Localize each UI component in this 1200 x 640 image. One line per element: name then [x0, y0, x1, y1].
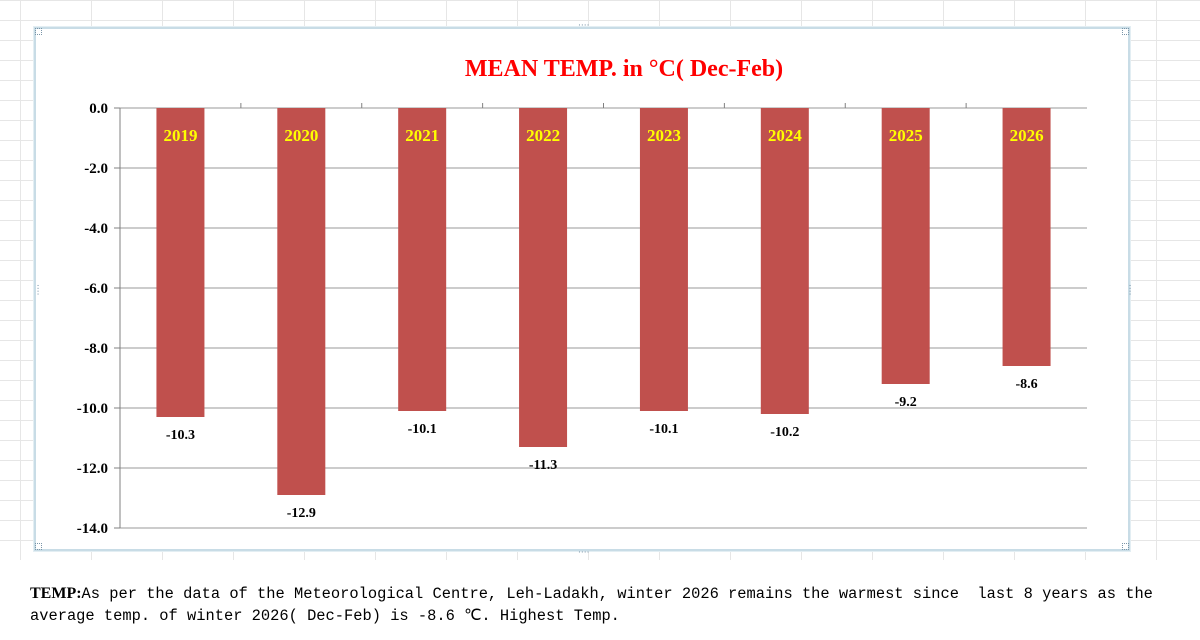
y-tick-label: -12.0	[77, 461, 108, 477]
resize-handle-top-left[interactable]	[35, 28, 42, 35]
category-label: 2022	[526, 126, 560, 145]
category-label: 2020	[284, 126, 318, 145]
data-label: -10.2	[770, 425, 799, 440]
bar	[1002, 108, 1051, 366]
chart-title: MEAN TEMP. in °C( Dec-Feb)	[465, 56, 783, 82]
bar	[639, 108, 688, 411]
bar	[398, 108, 447, 411]
caption-text: As per the data of the Meteorological Ce…	[30, 585, 1163, 625]
y-tick-label: -10.0	[77, 401, 108, 417]
category-label: 2026	[1010, 126, 1044, 145]
data-label: -10.1	[649, 422, 678, 437]
y-tick-label: 0.0	[89, 101, 108, 117]
data-label: -9.2	[895, 395, 917, 410]
resize-handle-right[interactable]: ····	[1124, 284, 1134, 296]
data-label: -10.3	[166, 428, 195, 443]
caption-paragraph: TEMP:As per the data of the Meteorologic…	[30, 583, 1180, 627]
bar	[760, 108, 809, 414]
resize-handle-left[interactable]: ····	[32, 284, 42, 296]
data-label: -12.9	[287, 506, 316, 521]
bar	[277, 108, 326, 495]
category-label: 2023	[647, 126, 681, 145]
data-label: -11.3	[529, 458, 557, 473]
category-label: 2019	[163, 126, 197, 145]
y-tick-label: -8.0	[84, 341, 108, 357]
chart-area-frame[interactable]	[34, 27, 1130, 551]
y-tick-label: -4.0	[84, 221, 108, 237]
bar	[519, 108, 568, 447]
data-label: -10.1	[408, 422, 437, 437]
y-tick-label: -2.0	[84, 161, 108, 177]
category-label: 2025	[889, 126, 923, 145]
data-label: -8.6	[1015, 377, 1037, 392]
resize-handle-bottom-left[interactable]	[35, 543, 42, 550]
resize-handle-top[interactable]: ····	[578, 21, 590, 31]
resize-handle-bottom[interactable]: ····	[578, 548, 590, 558]
category-label: 2021	[405, 126, 439, 145]
bar	[156, 108, 205, 417]
category-label: 2024	[768, 126, 803, 145]
caption-lead: TEMP:	[30, 585, 82, 602]
resize-handle-top-right[interactable]	[1122, 28, 1129, 35]
y-tick-label: -14.0	[77, 521, 108, 537]
y-tick-label: -6.0	[84, 281, 108, 297]
bar-chart: MEAN TEMP. in °C( Dec-Feb) 0.0 -2.0 -4.0 -6.…	[77, 56, 1087, 537]
bar	[881, 108, 930, 384]
resize-handle-bottom-right[interactable]	[1122, 543, 1129, 550]
